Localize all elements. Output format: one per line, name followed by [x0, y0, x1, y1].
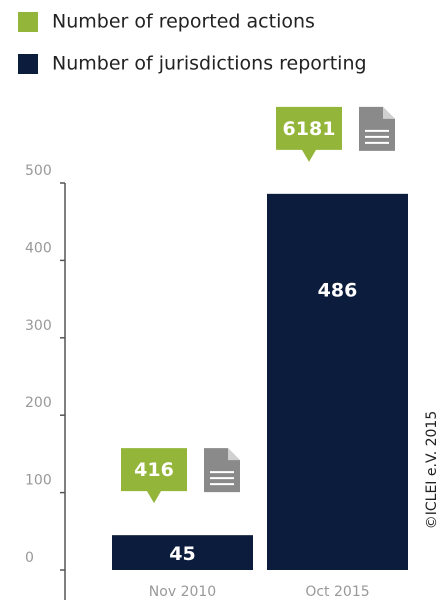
y-tick-label: 500 [25, 163, 52, 179]
x-tick-label: Oct 2015 [305, 584, 369, 600]
bar [267, 193, 408, 570]
y-tick-label: 100 [25, 473, 52, 489]
copyright: ©ICLEI e.V. 2015 [424, 411, 440, 530]
legend-swatch [18, 12, 38, 32]
bar-value-label: 486 [318, 279, 358, 301]
callout [121, 448, 187, 504]
bar [112, 535, 253, 570]
y-tick-label: 300 [25, 318, 52, 334]
bar-value-label: 45 [169, 543, 195, 565]
document-fold [383, 106, 395, 119]
callout [276, 106, 342, 162]
y-tick-label: 0 [25, 550, 34, 566]
legend-label: Number of jurisdictions reporting [52, 53, 367, 75]
document-fold [228, 448, 240, 461]
callout-label: 416 [134, 459, 174, 481]
legend-label: Number of reported actions [52, 11, 315, 33]
y-tick-label: 400 [25, 240, 52, 256]
legend-swatch [18, 54, 38, 74]
callout-label: 6181 [283, 118, 336, 140]
x-tick-label: Nov 2010 [149, 584, 216, 600]
y-tick-label: 200 [25, 395, 52, 411]
document-icon [359, 106, 395, 151]
